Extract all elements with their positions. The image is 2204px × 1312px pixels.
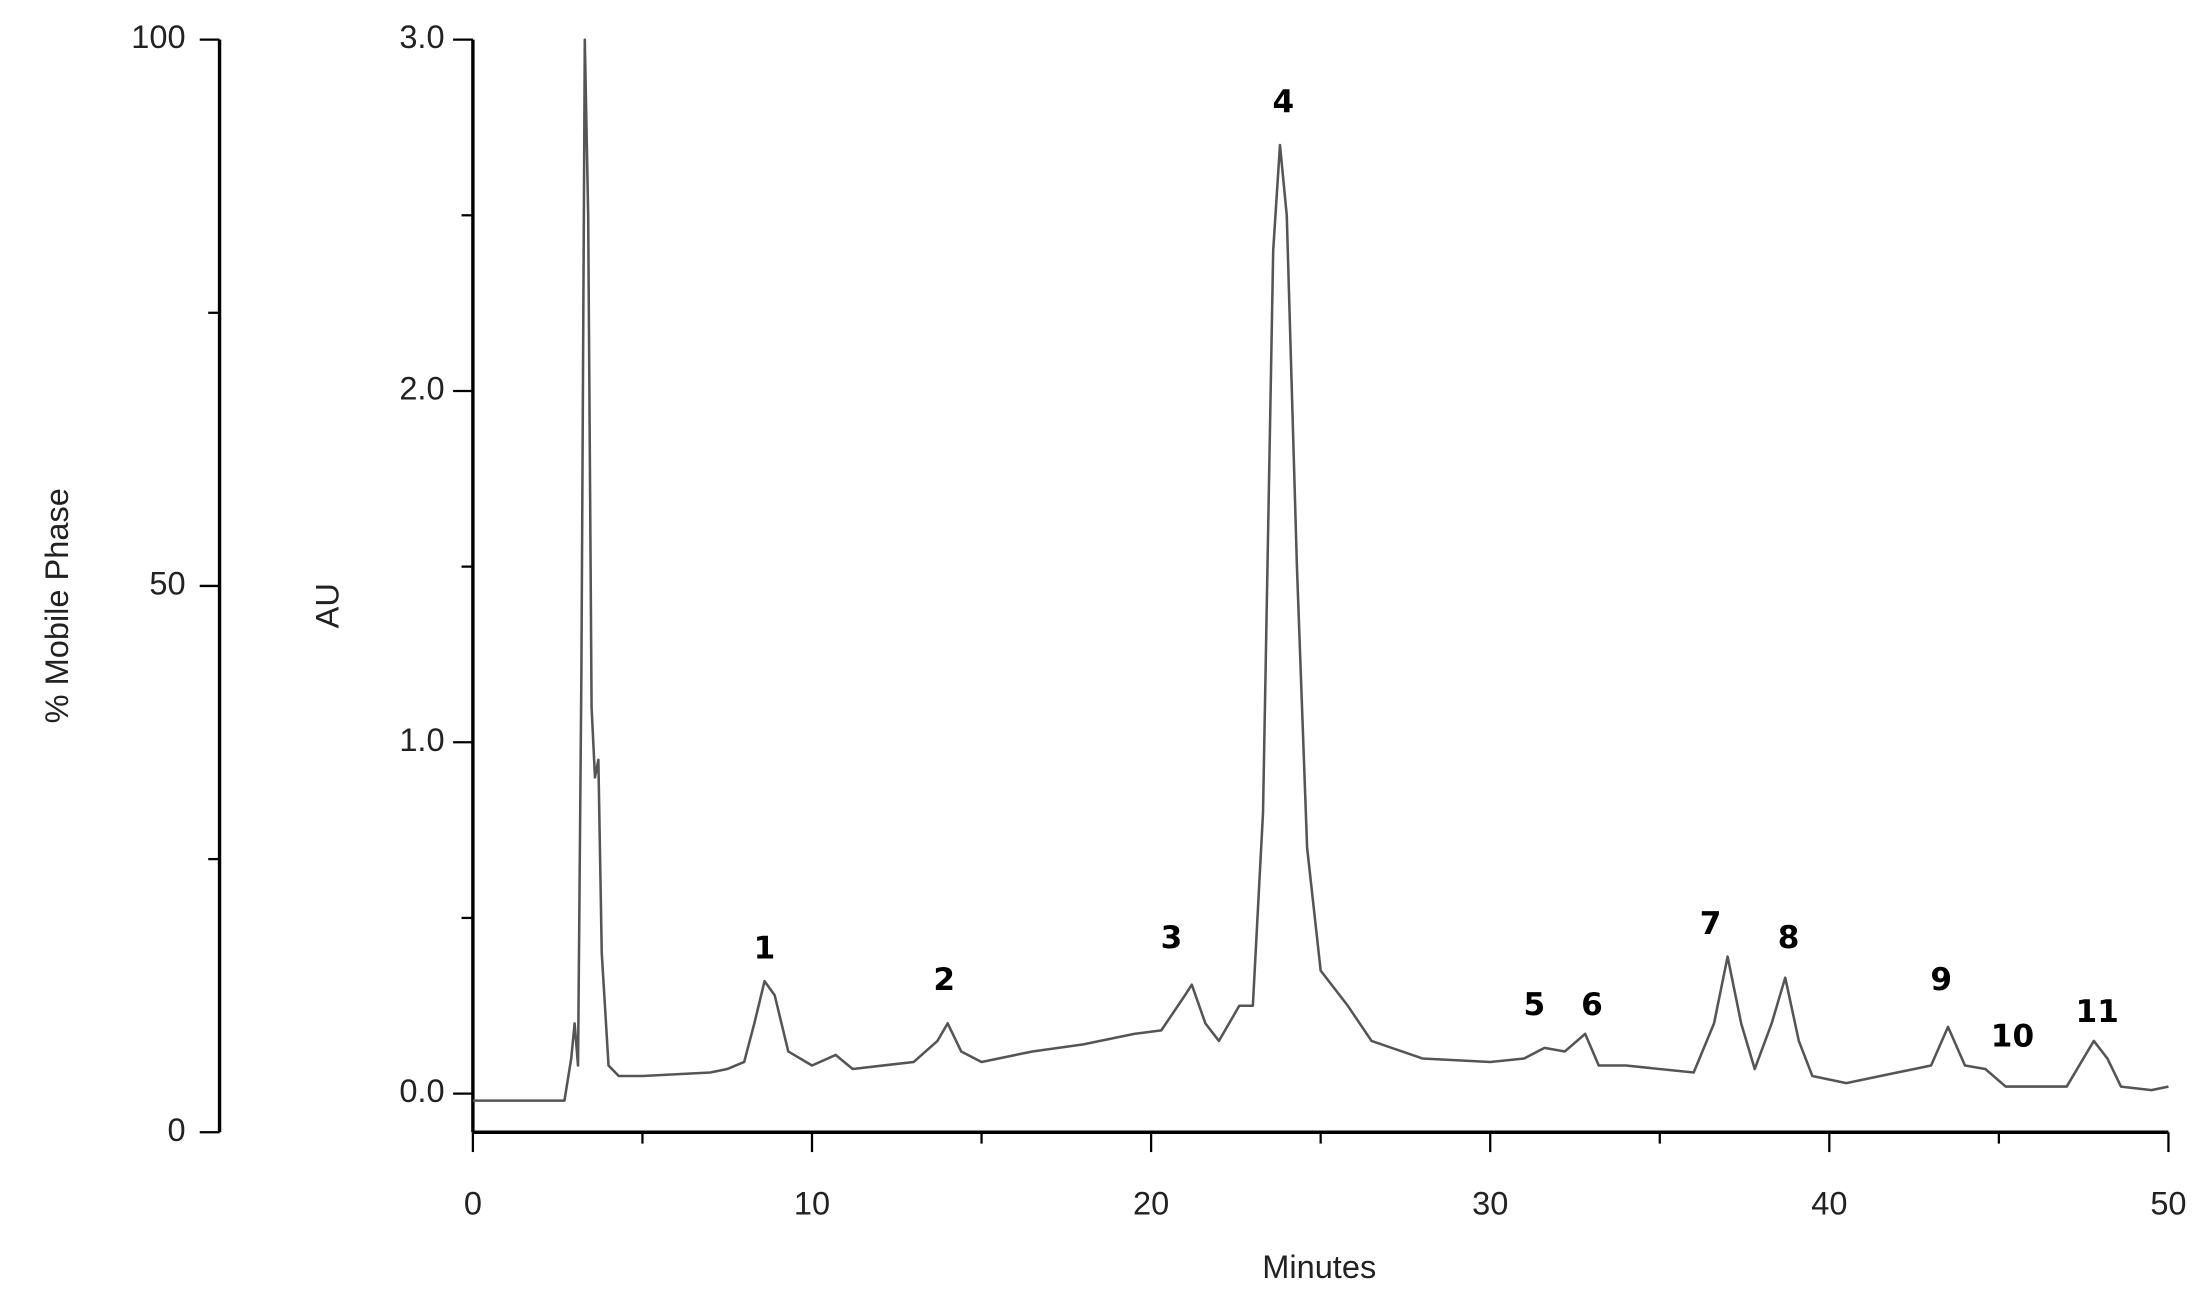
peak-label: 7 (1700, 906, 1722, 942)
y-tick-label: 0.0 (399, 1073, 444, 1109)
y2-tick-label: 100 (131, 19, 185, 55)
trace-line (472, 38, 2169, 1102)
y2-tick-label: 50 (149, 566, 185, 602)
y2-axis-label: % Mobile Phase (39, 488, 75, 723)
peak-label: 2 (933, 962, 955, 998)
x-tick-label: 0 (464, 1185, 482, 1221)
x-axis-label: Minutes (1262, 1249, 1376, 1285)
x-tick-label: 10 (794, 1185, 830, 1221)
peak-label: 10 (1991, 1018, 2034, 1054)
peak-label: 5 (1523, 987, 1545, 1023)
y-tick-label: 2.0 (399, 371, 444, 407)
peak-label: 3 (1161, 920, 1183, 956)
x-tick-label: 50 (2150, 1185, 2186, 1221)
y-axis-label: AU (310, 583, 346, 628)
y-tick-label: 1.0 (399, 722, 444, 758)
x-tick-label: 30 (1472, 1185, 1508, 1221)
peak-label: 9 (1930, 962, 1952, 998)
peak-label: 4 (1273, 84, 1295, 120)
y2-tick-label: 0 (167, 1112, 185, 1148)
y-tick-label: 3.0 (399, 19, 444, 55)
x-tick-label: 40 (1811, 1185, 1847, 1221)
x-tick-label: 20 (1133, 1185, 1169, 1221)
peak-label: 6 (1581, 987, 1603, 1023)
peak-label: 1 (754, 931, 776, 967)
peak-label: 8 (1778, 920, 1800, 956)
peak-label: 11 (2076, 994, 2119, 1030)
